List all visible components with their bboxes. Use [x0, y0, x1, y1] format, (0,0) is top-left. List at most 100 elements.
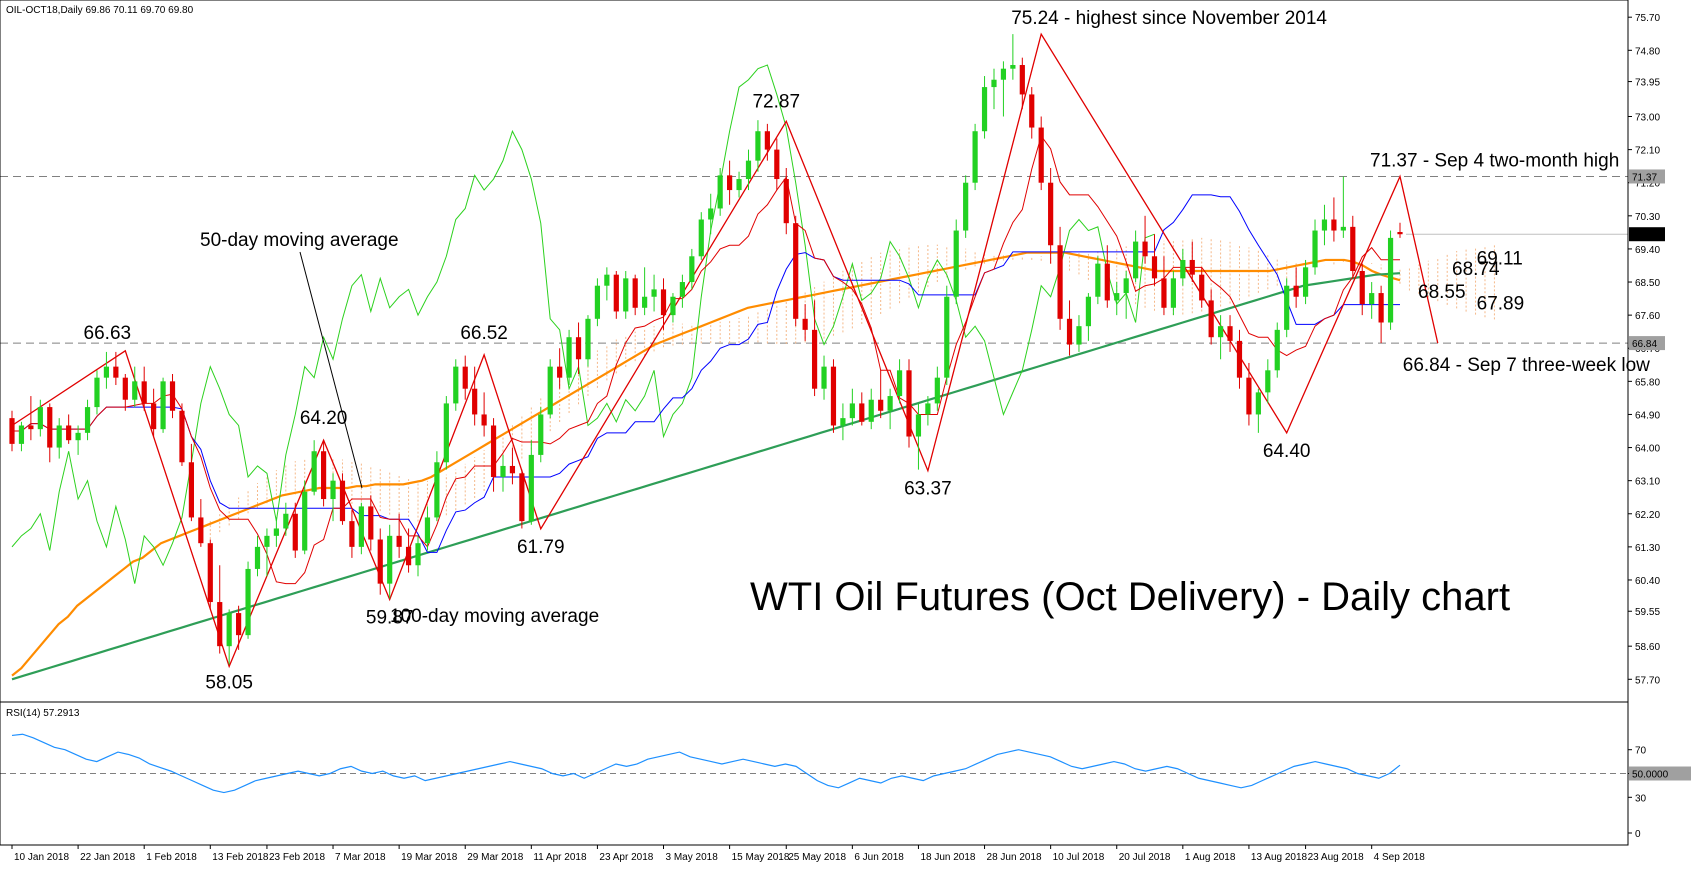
annotation-label: 59.87: [366, 607, 414, 628]
rsi-tick-label: 70: [1635, 746, 1647, 757]
price-tick-label: 63.10: [1635, 477, 1660, 488]
rsi-current-tag: [1629, 766, 1691, 781]
candle-down: [811, 329, 818, 389]
annotation-label: 64.20: [300, 408, 348, 429]
candle-up: [821, 366, 827, 389]
candle-up: [358, 506, 364, 547]
price-tick-label: 70.30: [1635, 212, 1660, 223]
candle-up: [896, 370, 903, 397]
candle-down: [774, 149, 780, 180]
candle-down: [1378, 293, 1384, 323]
candle-down: [519, 473, 525, 522]
x-tick-label: 13 Aug 2018: [1251, 852, 1308, 863]
candle-up: [981, 87, 988, 132]
x-tick-label: 20 Jul 2018: [1119, 852, 1171, 863]
candle-down: [1019, 65, 1025, 95]
candle-up: [500, 465, 506, 477]
candle-down: [632, 278, 638, 308]
candle-down: [764, 131, 770, 150]
candle-up: [160, 381, 166, 430]
price-tick-label: 73.00: [1635, 113, 1660, 124]
candle-up: [1274, 329, 1280, 371]
candle-up: [132, 381, 138, 400]
candle-down: [1246, 377, 1252, 415]
candle-down: [405, 546, 412, 566]
x-tick-label: 23 Apr 2018: [599, 852, 653, 863]
price-tick-label: 60.40: [1635, 576, 1660, 587]
candle-down: [198, 517, 204, 544]
x-tick-label: 15 May 2018: [732, 852, 790, 863]
candle-down: [368, 506, 374, 540]
candle-up: [1321, 219, 1328, 231]
candle-up: [1284, 285, 1290, 330]
candle-down: [1057, 245, 1063, 319]
candle-down: [236, 613, 242, 636]
candle-up: [1095, 263, 1101, 297]
rsi-tick-label: 30: [1635, 793, 1647, 804]
candle-up: [387, 535, 393, 584]
annotation-label: 61.79: [517, 537, 565, 558]
candle-down: [28, 425, 34, 430]
candle-up: [934, 377, 940, 404]
price-tick-label: 65.80: [1635, 377, 1660, 388]
candle-up: [1387, 237, 1394, 323]
annotation-label: 50-day moving average: [200, 230, 399, 251]
candle-down: [169, 381, 176, 411]
x-tick-label: 10 Jan 2018: [14, 852, 69, 863]
candle-up: [1123, 278, 1129, 294]
annotation-label: 69.11: [1477, 249, 1523, 270]
candle-up: [585, 318, 591, 360]
candle-up: [755, 131, 761, 161]
candle-down: [320, 451, 327, 500]
candle-up: [1085, 296, 1092, 327]
candle-down: [859, 403, 865, 422]
ma-label-pointer: [299, 251, 363, 489]
rsi-line: [11, 733, 1401, 794]
candle-down: [1048, 182, 1054, 246]
candle-up: [972, 131, 978, 183]
candle-down: [1350, 226, 1356, 271]
candle-down: [339, 480, 346, 522]
candle-up: [679, 282, 685, 297]
candle-up: [226, 613, 232, 647]
candle-down: [830, 366, 837, 426]
candle-up: [1114, 293, 1120, 301]
annotation-label: 58.05: [205, 672, 253, 693]
candle-up: [302, 491, 308, 551]
candle-down: [509, 465, 516, 474]
candle-down: [793, 223, 799, 319]
candle-down: [47, 407, 53, 448]
current-price-tag: [1629, 227, 1665, 242]
candle-up: [1265, 370, 1271, 393]
candle-down: [462, 366, 468, 389]
candle-down: [472, 388, 478, 415]
x-tick-label: 28 Jun 2018: [987, 852, 1042, 863]
candle-up: [283, 513, 289, 529]
candle-down: [179, 410, 185, 463]
price-tick-label: 57.70: [1635, 675, 1660, 686]
candle-up: [415, 543, 421, 566]
x-tick-label: 4 Sep 2018: [1374, 852, 1426, 863]
candle-down: [660, 289, 667, 316]
candle-up: [1255, 392, 1261, 415]
candle-up: [245, 568, 251, 636]
low-line-tag-label: 66.84: [1632, 339, 1657, 350]
x-tick-label: 22 Jan 2018: [80, 852, 135, 863]
candle-up: [594, 285, 601, 319]
candle-down: [613, 274, 619, 312]
candle-up: [963, 182, 969, 231]
candle-down: [1104, 263, 1110, 301]
candle-up: [547, 366, 553, 415]
x-tick-label: 19 Mar 2018: [401, 852, 458, 863]
candle-up: [1302, 267, 1309, 297]
candle-down: [217, 602, 223, 647]
price-tick-label: 61.30: [1635, 543, 1660, 554]
price-tick-label: 64.00: [1635, 444, 1660, 455]
candle-down: [1189, 259, 1195, 275]
candle-down: [1227, 326, 1233, 341]
candle-down: [1066, 318, 1073, 345]
candle-down: [878, 399, 884, 411]
x-tick-label: 1 Feb 2018: [146, 852, 197, 863]
candle-down: [1029, 94, 1035, 128]
